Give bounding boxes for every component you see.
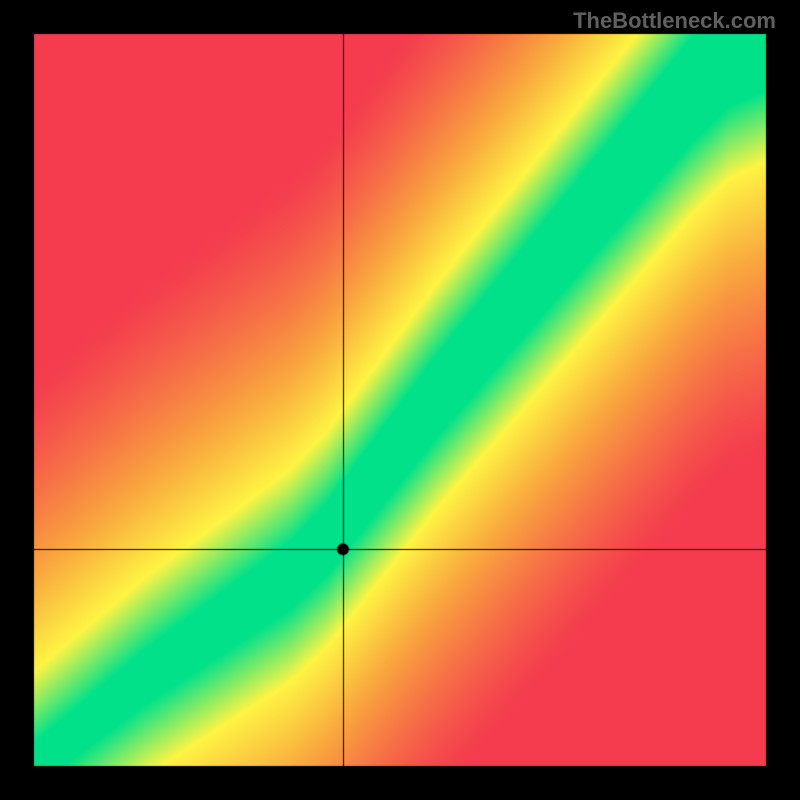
bottleneck-heatmap bbox=[0, 0, 800, 800]
attribution-text: TheBottleneck.com bbox=[573, 8, 776, 34]
chart-container: TheBottleneck.com bbox=[0, 0, 800, 800]
